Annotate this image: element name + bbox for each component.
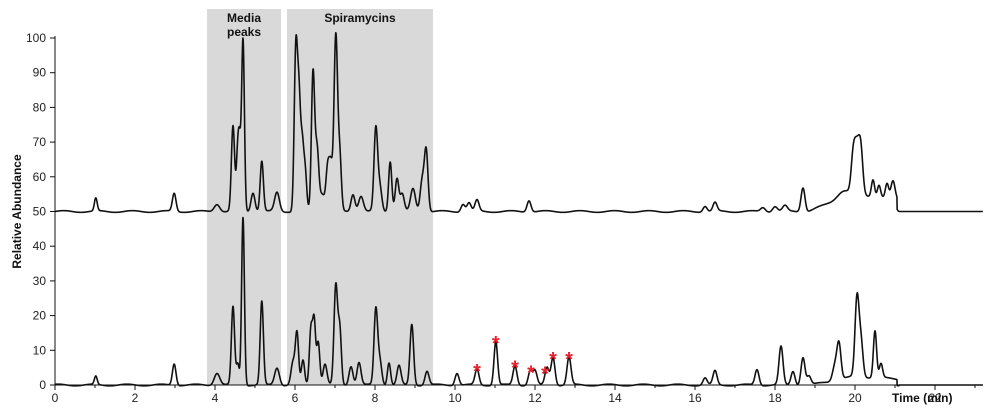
- x-tick-label: 0: [52, 391, 59, 405]
- y-tick-label: 0: [39, 378, 46, 392]
- peak-asterisk: *: [473, 361, 481, 383]
- x-tick-label: 2: [132, 391, 139, 405]
- y-tick-label: 80: [33, 100, 47, 114]
- y-tick-label: 70: [33, 135, 47, 149]
- peak-asterisk: *: [565, 349, 573, 371]
- x-tick-label: 18: [768, 391, 782, 405]
- y-tick-label: 100: [26, 31, 46, 45]
- peak-annotations: *** * ** *: [473, 333, 573, 385]
- trace-line-1: [54, 32, 984, 214]
- y-tick-label: 90: [33, 66, 47, 80]
- x-tick-label: 4: [212, 391, 219, 405]
- x-axis-title: Time (min): [892, 391, 952, 405]
- tick-marks: 0 2 4 6 8 10 12 14 16 18 20 22 0 10 20 30 40 50 60 70 80 90 10…: [26, 31, 976, 405]
- peak-asterisk: *: [527, 363, 535, 385]
- trace-lines: [54, 32, 984, 387]
- x-tick-label: 12: [528, 391, 542, 405]
- axes: [54, 36, 983, 386]
- trace-line-2: [54, 216, 984, 387]
- x-tick-label: 10: [448, 391, 462, 405]
- y-tick-label: 60: [33, 170, 47, 184]
- x-tick-label: 22: [928, 391, 942, 405]
- y-axis-title: Relative Abundance: [10, 154, 24, 269]
- x-tick-label: 6: [292, 391, 299, 405]
- peak-asterisk: *: [492, 333, 500, 355]
- y-tick-label: 10: [33, 343, 47, 357]
- x-tick-label: 14: [608, 391, 622, 405]
- y-tick-label: 50: [33, 205, 47, 219]
- peak-asterisk: *: [541, 363, 549, 385]
- x-tick-label: 16: [688, 391, 702, 405]
- y-tick-label: 20: [33, 309, 47, 323]
- region-label-1: Media peaks: [227, 11, 261, 39]
- region-label-2: Spiramycins: [324, 11, 396, 25]
- x-tick-label: 8: [372, 391, 379, 405]
- y-tick-label: 30: [33, 274, 47, 288]
- x-tick-label: 20: [848, 391, 862, 405]
- peak-asterisk: *: [511, 357, 519, 379]
- y-tick-label: 40: [33, 239, 47, 253]
- peak-asterisk: *: [549, 349, 557, 371]
